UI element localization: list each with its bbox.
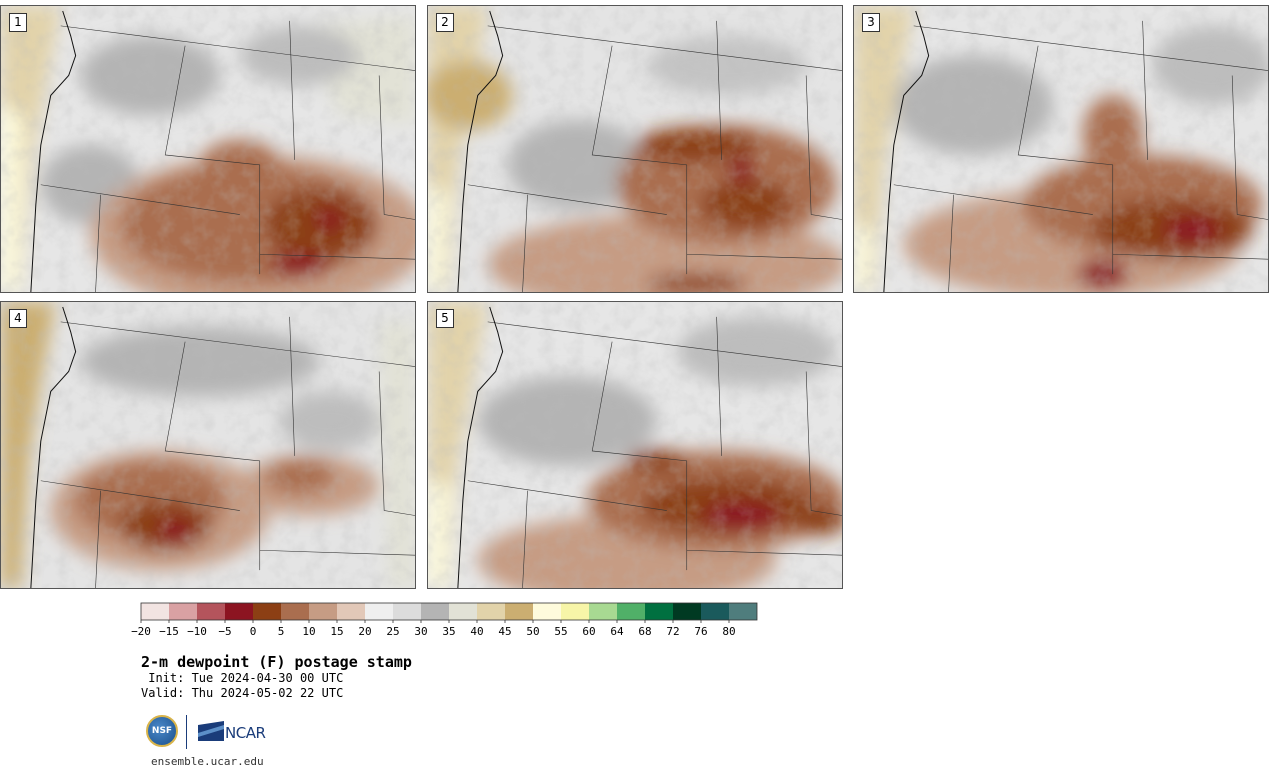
map-panel-2: 2 [427, 5, 843, 293]
colorbar-tick-label: 64 [610, 625, 624, 638]
colorbar-tick-label: 15 [330, 625, 343, 638]
init-time: Init: Tue 2024-04-30 00 UTC [141, 671, 344, 685]
colorbar-tick-label: −10 [187, 625, 207, 638]
dewpoint-map-1 [1, 6, 415, 292]
map-panel-5: 5 [427, 301, 843, 589]
colorbar-swatch [281, 603, 309, 620]
site-url: ensemble.ucar.edu [151, 755, 264, 768]
panel-label-3: 3 [862, 13, 880, 32]
map-panel-3: 3 [853, 5, 1269, 293]
dewpoint-map-2 [428, 6, 842, 292]
colorbar-tick-label: 40 [470, 625, 483, 638]
dewpoint-map-5 [428, 302, 842, 588]
colorbar-tick-label: 60 [582, 625, 595, 638]
dewpoint-map-4 [1, 302, 415, 588]
colorbar-swatch [729, 603, 757, 620]
colorbar-swatch [225, 603, 253, 620]
colorbar: −20 −15 −10 −5 0 5 10 15 20 25 30 35 40 45 50 55 60 64 68 7… [131, 602, 758, 638]
panel-label-1: 1 [9, 13, 27, 32]
colorbar-swatch [701, 603, 729, 620]
colorbar-tick-label: 30 [414, 625, 427, 638]
colorbar-tick-label: 25 [386, 625, 399, 638]
colorbar-swatch [505, 603, 533, 620]
colorbar-swatch [617, 603, 645, 620]
colorbar-swatch [393, 603, 421, 620]
colorbar-swatch [337, 603, 365, 620]
colorbar-swatch [169, 603, 197, 620]
ncar-logo: NCAR [225, 724, 266, 742]
logo-divider [186, 715, 187, 749]
colorbar-tick-label: 20 [358, 625, 371, 638]
colorbar-swatch [197, 603, 225, 620]
colorbar-tick-label: 55 [554, 625, 567, 638]
colorbar-tick-label: 35 [442, 625, 455, 638]
colorbar-swatch [449, 603, 477, 620]
panel-label-4: 4 [9, 309, 27, 328]
colorbar-tick-label: 72 [666, 625, 679, 638]
colorbar-swatch [561, 603, 589, 620]
colorbar-tick-label: 5 [278, 625, 285, 638]
colorbar-swatch [365, 603, 393, 620]
panel-label-5: 5 [436, 309, 454, 328]
colorbar-tick-label: 45 [498, 625, 511, 638]
colorbar-swatch [477, 603, 505, 620]
nsf-logo: NSF [146, 715, 178, 747]
map-title: 2-m dewpoint (F) postage stamp [141, 653, 412, 671]
colorbar-tick-label: 76 [694, 625, 707, 638]
colorbar-swatch [141, 603, 169, 620]
panel-label-2: 2 [436, 13, 454, 32]
colorbar-tick-label: −15 [159, 625, 179, 638]
colorbar-tick-label: 10 [302, 625, 315, 638]
colorbar-tick-label: 0 [250, 625, 257, 638]
valid-time: Valid: Thu 2024-05-02 22 UTC [141, 686, 344, 700]
colorbar-swatch [309, 603, 337, 620]
map-panel-4: 4 [0, 301, 416, 589]
colorbar-tick-label: 68 [638, 625, 651, 638]
ncar-mark-icon [198, 721, 224, 741]
colorbar-tick-label: 50 [526, 625, 539, 638]
colorbar-swatch [645, 603, 673, 620]
title-block: 2-m dewpoint (F) postage stamp Init: Tue… [141, 653, 412, 701]
colorbar-swatch [673, 603, 701, 620]
colorbar-swatch [421, 603, 449, 620]
colorbar-swatch [589, 603, 617, 620]
colorbar-swatch [253, 603, 281, 620]
colorbar-tick-label: −5 [218, 625, 231, 638]
colorbar-swatch [533, 603, 561, 620]
map-panel-1: 1 [0, 5, 416, 293]
logos: NSF NCAR [143, 712, 278, 752]
colorbar-tick-label: 80 [722, 625, 735, 638]
dewpoint-map-3 [854, 6, 1268, 292]
colorbar-tick-label: −20 [131, 625, 151, 638]
